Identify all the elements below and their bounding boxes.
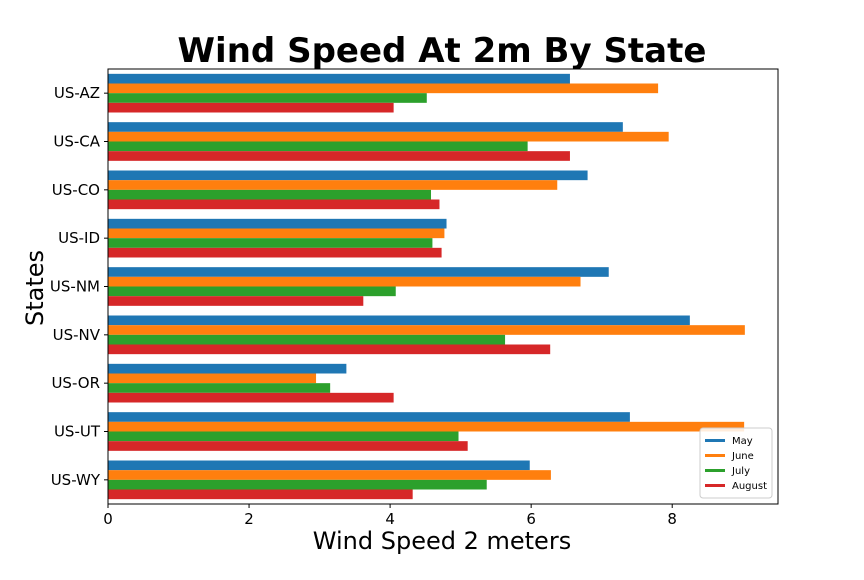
bar-us-az-may (108, 74, 570, 84)
bar-us-co-august (108, 200, 439, 210)
bar-us-id-may (108, 219, 447, 229)
x-tick-label: 8 (667, 510, 677, 528)
bar-us-ca-may (108, 122, 623, 132)
bar-us-or-august (108, 393, 394, 403)
bar-us-nm-may (108, 267, 609, 277)
y-tick-label: US-ID (58, 229, 100, 247)
y-tick-label: US-AZ (54, 84, 100, 102)
y-tick-label: US-NV (53, 326, 101, 344)
chart-title: Wind Speed At 2m By State (178, 31, 707, 71)
bar-us-ut-may (108, 412, 630, 422)
x-tick-label: 4 (385, 510, 395, 528)
bar-us-or-may (108, 364, 346, 374)
bar-us-or-june (108, 374, 316, 384)
legend-label: June (731, 451, 754, 462)
bar-us-nv-august (108, 345, 550, 355)
bar-us-or-july (108, 383, 330, 393)
bar-us-az-june (108, 84, 658, 94)
bar-us-id-july (108, 238, 432, 248)
y-tick-label: US-CO (52, 181, 100, 199)
y-axis-label: States (21, 250, 49, 326)
bar-us-ut-august (108, 441, 468, 451)
bars-layer (108, 74, 745, 499)
bar-us-wy-august (108, 490, 413, 500)
bar-us-co-may (108, 171, 588, 181)
bar-us-az-august (108, 103, 394, 113)
x-tick-label: 0 (103, 510, 113, 528)
bar-us-wy-june (108, 470, 551, 480)
bar-us-id-june (108, 229, 444, 239)
legend-label: August (732, 481, 767, 492)
bar-us-nm-july (108, 287, 396, 297)
bar-us-nv-june (108, 325, 745, 335)
bar-us-nv-july (108, 335, 505, 345)
bar-us-ca-july (108, 142, 528, 152)
bar-us-nm-august (108, 296, 363, 306)
bar-us-nv-may (108, 316, 690, 326)
y-tick-label: US-UT (54, 423, 101, 441)
x-tick-label: 6 (526, 510, 536, 528)
bar-us-co-july (108, 190, 431, 200)
bar-us-nm-june (108, 277, 581, 287)
y-tick-label: US-NM (50, 278, 100, 296)
bar-us-ca-june (108, 132, 669, 142)
legend: May June July August (700, 428, 772, 498)
y-tick-label: US-CA (53, 133, 100, 151)
bar-us-az-july (108, 93, 427, 103)
bar-us-co-june (108, 180, 557, 190)
bar-us-id-august (108, 248, 442, 258)
x-tick-label: 2 (244, 510, 254, 528)
legend-label: July (731, 466, 750, 477)
bar-us-wy-july (108, 480, 487, 490)
y-tick-label: US-WY (51, 471, 101, 489)
legend-label: May (732, 436, 753, 447)
bar-us-wy-may (108, 461, 530, 471)
bar-us-ut-june (108, 422, 744, 432)
bar-us-ut-july (108, 432, 459, 442)
y-tick-label: US-OR (51, 374, 100, 392)
x-axis-label: Wind Speed 2 meters (313, 527, 571, 555)
bar-us-ca-august (108, 151, 570, 161)
